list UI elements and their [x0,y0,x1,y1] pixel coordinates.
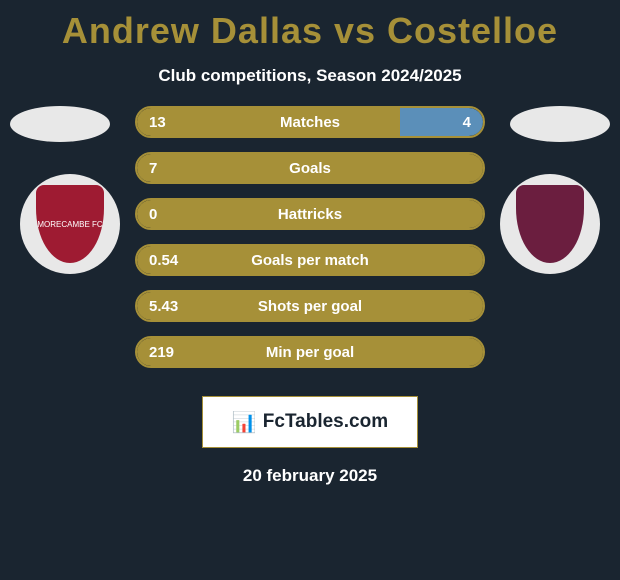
right-player-crest [500,174,600,274]
left-player-crest: MORECAMBE FC [20,174,120,274]
northampton-badge-icon [516,185,584,263]
stat-row-matches: Matches13 4 [135,106,485,138]
stat-value-right: 4 [463,114,471,131]
subtitle: Club competitions, Season 2024/2025 [0,66,620,86]
stat-value-left: 219 [149,344,174,361]
right-oval-decoration [510,106,610,142]
stat-row-shots-per-goal: Shots per goal5.43 [135,290,485,322]
stat-bars-container: Matches13 4 Goals7 Hattricks0 Goals per matc… [135,106,485,382]
stat-label: Hattricks [137,206,483,223]
stat-label: Shots per goal [137,298,483,315]
stat-label: Min per goal [137,344,483,361]
stat-label: Goals [137,160,483,177]
stat-value-left: 0.54 [149,252,178,269]
left-oval-decoration [10,106,110,142]
stat-row-hattricks: Hattricks0 [135,198,485,230]
stat-value-left: 0 [149,206,157,223]
stat-row-goals-per-match: Goals per match0.54 [135,244,485,276]
page-title: Andrew Dallas vs Costelloe [0,0,620,52]
brand-text: FcTables.com [263,411,388,433]
comparison-area: MORECAMBE FC Matches13 4 Goals7 Hattricks0 G… [0,106,620,386]
brand-box: 📊 FcTables.com [202,396,418,448]
stat-label: Goals per match [137,252,483,269]
stat-row-min-per-goal: Min per goal219 [135,336,485,368]
fctables-logo-icon: 📊 [232,410,257,435]
stat-value-left: 5.43 [149,298,178,315]
stat-label: Matches [137,114,483,131]
stat-row-goals: Goals7 [135,152,485,184]
morecambe-badge-icon: MORECAMBE FC [36,185,104,263]
stat-value-left: 13 [149,114,166,131]
footer-date: 20 february 2025 [0,466,620,486]
stat-value-left: 7 [149,160,157,177]
crest-left-label: MORECAMBE FC [37,220,102,229]
